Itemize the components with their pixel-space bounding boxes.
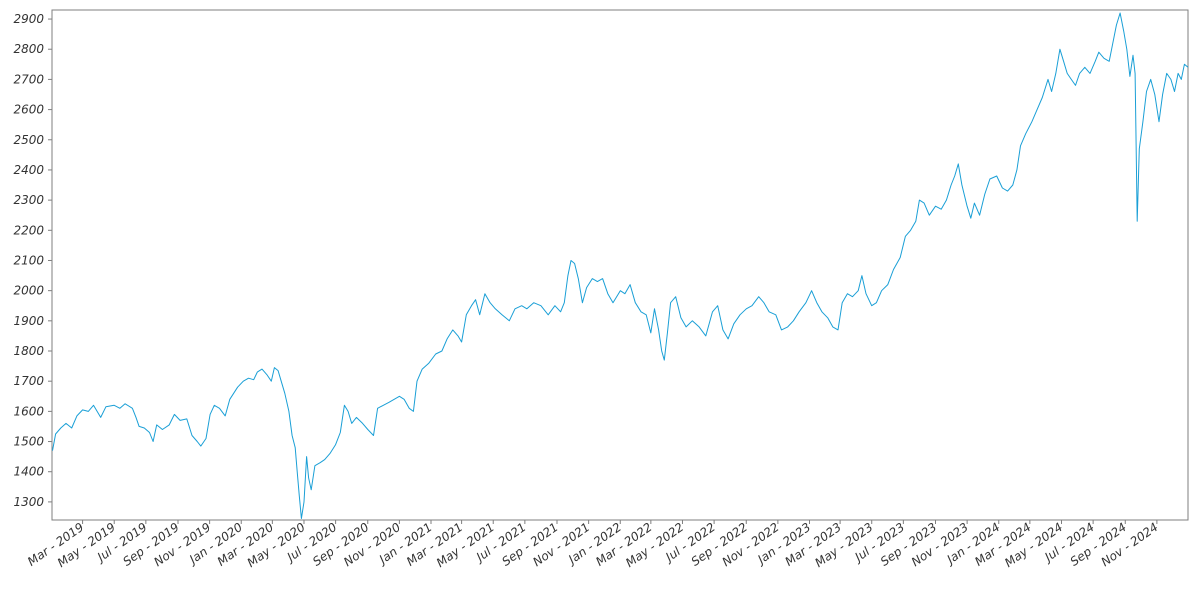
y-tick-label: 1700 <box>13 374 44 388</box>
plot-area-frame <box>51 9 1189 521</box>
y-tick-label: 2800 <box>13 42 44 56</box>
y-tick-label: 2700 <box>13 72 44 86</box>
y-tick-label: 2400 <box>13 163 44 177</box>
y-tick-label: 1600 <box>13 404 44 418</box>
y-tick-label: 2500 <box>13 133 44 147</box>
y-tick-label: 2000 <box>13 284 44 298</box>
series-line <box>52 12 1189 519</box>
y-tick-label: 2900 <box>13 12 44 26</box>
y-tick-label: 2100 <box>13 253 44 267</box>
y-tick-label: 2200 <box>13 223 44 237</box>
y-tick-label: 2600 <box>13 103 44 117</box>
y-tick-label: 1300 <box>13 495 44 509</box>
y-tick-label: 1400 <box>13 465 44 479</box>
y-tick-label: 1500 <box>13 435 44 449</box>
y-tick-label: 2300 <box>13 193 44 207</box>
y-tick-label: 1800 <box>13 344 44 358</box>
y-axis: 1300 1400 1500 1600 1700 1800 1900 2000 2100 2200… <box>13 12 52 509</box>
y-tick-label: 1900 <box>13 314 44 328</box>
